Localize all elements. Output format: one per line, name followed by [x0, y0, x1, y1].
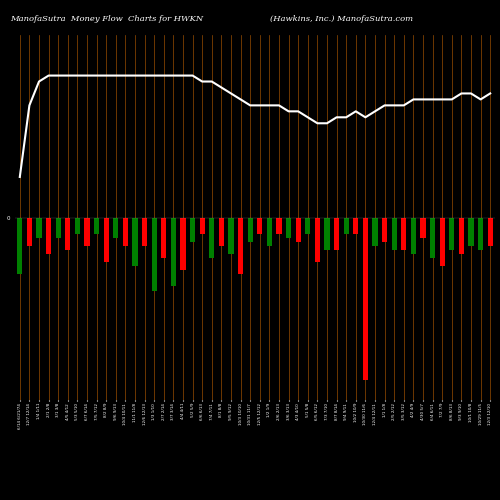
Bar: [171, 218, 176, 286]
Bar: [75, 218, 80, 234]
Bar: [411, 218, 416, 254]
Bar: [344, 218, 349, 234]
Bar: [132, 218, 138, 266]
Bar: [17, 218, 22, 274]
Bar: [27, 218, 32, 246]
Bar: [200, 218, 205, 234]
Bar: [324, 218, 330, 250]
Bar: [228, 218, 234, 254]
Bar: [276, 218, 281, 234]
Text: ManofaSutra  Money Flow  Charts for HWKN: ManofaSutra Money Flow Charts for HWKN: [10, 15, 203, 23]
Bar: [219, 218, 224, 246]
Bar: [56, 218, 61, 238]
Bar: [488, 218, 493, 246]
Bar: [468, 218, 473, 246]
Bar: [478, 218, 483, 250]
Bar: [440, 218, 445, 266]
Bar: [161, 218, 166, 258]
Bar: [334, 218, 339, 250]
Bar: [296, 218, 301, 242]
Bar: [123, 218, 128, 246]
Bar: [449, 218, 454, 250]
Bar: [286, 218, 291, 238]
Bar: [353, 218, 358, 234]
Bar: [392, 218, 397, 250]
Bar: [382, 218, 387, 242]
Bar: [363, 218, 368, 380]
Bar: [305, 218, 310, 234]
Bar: [65, 218, 70, 250]
Bar: [372, 218, 378, 246]
Bar: [209, 218, 214, 258]
Bar: [420, 218, 426, 238]
Bar: [238, 218, 243, 274]
Bar: [248, 218, 253, 242]
Text: (Hawkins, Inc.) ManofaSutra.com: (Hawkins, Inc.) ManofaSutra.com: [270, 15, 413, 23]
Bar: [142, 218, 147, 246]
Bar: [315, 218, 320, 262]
Bar: [152, 218, 157, 290]
Bar: [430, 218, 435, 258]
Bar: [459, 218, 464, 254]
Bar: [401, 218, 406, 250]
Bar: [94, 218, 99, 234]
Bar: [46, 218, 51, 254]
Bar: [113, 218, 118, 238]
Bar: [84, 218, 89, 246]
Bar: [104, 218, 109, 262]
Bar: [257, 218, 262, 234]
Bar: [36, 218, 42, 238]
Bar: [267, 218, 272, 246]
Bar: [180, 218, 186, 270]
Bar: [190, 218, 195, 242]
